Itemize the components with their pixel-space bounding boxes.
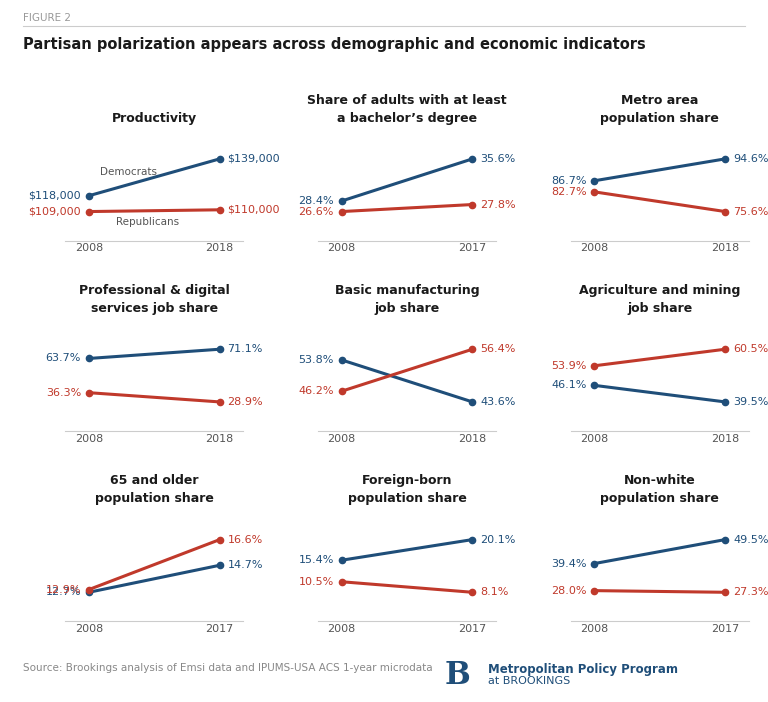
Title: Non-white
population share: Non-white population share (601, 475, 720, 505)
Text: Partisan polarization appears across demographic and economic indicators: Partisan polarization appears across dem… (23, 37, 646, 51)
Text: 16.6%: 16.6% (227, 535, 263, 545)
Text: 36.3%: 36.3% (46, 388, 81, 397)
Text: 28.9%: 28.9% (227, 397, 263, 407)
Text: $118,000: $118,000 (28, 191, 81, 201)
Text: 28.0%: 28.0% (551, 585, 587, 595)
Title: Professional & digital
services job share: Professional & digital services job shar… (79, 284, 230, 315)
Text: 35.6%: 35.6% (480, 154, 515, 164)
Title: Metro area
population share: Metro area population share (601, 93, 720, 124)
Title: Share of adults with at least
a bachelor’s degree: Share of adults with at least a bachelor… (307, 93, 507, 124)
Text: 15.4%: 15.4% (299, 555, 334, 565)
Text: Democrats: Democrats (100, 166, 157, 176)
Text: 75.6%: 75.6% (733, 206, 768, 216)
Text: 26.6%: 26.6% (299, 206, 334, 216)
Title: Basic manufacturing
job share: Basic manufacturing job share (335, 284, 479, 315)
Text: 82.7%: 82.7% (551, 187, 587, 197)
Text: $139,000: $139,000 (227, 154, 280, 164)
Text: 63.7%: 63.7% (45, 354, 81, 364)
Text: Republicans: Republicans (116, 217, 179, 227)
Text: at BROOKINGS: at BROOKINGS (488, 676, 570, 686)
Text: 10.5%: 10.5% (299, 577, 334, 587)
Text: 12.7%: 12.7% (45, 588, 81, 597)
Text: B: B (444, 660, 470, 691)
Text: Source: Brookings analysis of Emsi data and IPUMS-USA ACS 1-year microdata: Source: Brookings analysis of Emsi data … (23, 663, 432, 673)
Text: $110,000: $110,000 (227, 205, 280, 215)
Text: 27.3%: 27.3% (733, 588, 768, 597)
Text: $109,000: $109,000 (28, 206, 81, 216)
Text: 71.1%: 71.1% (227, 344, 263, 355)
Text: 28.4%: 28.4% (298, 196, 334, 206)
Title: 65 and older
population share: 65 and older population share (94, 475, 214, 505)
Text: 46.2%: 46.2% (298, 386, 334, 396)
Text: 39.5%: 39.5% (733, 397, 768, 407)
Text: 12.9%: 12.9% (45, 585, 81, 595)
Title: Foreign-born
population share: Foreign-born population share (348, 475, 466, 505)
Text: 14.7%: 14.7% (227, 560, 263, 570)
Text: 53.9%: 53.9% (551, 361, 587, 371)
Text: Metropolitan Policy Program: Metropolitan Policy Program (488, 663, 677, 675)
Text: 20.1%: 20.1% (480, 535, 515, 545)
Text: 86.7%: 86.7% (551, 176, 587, 186)
Text: 8.1%: 8.1% (480, 588, 508, 597)
Text: 53.8%: 53.8% (299, 355, 334, 365)
Text: 39.4%: 39.4% (551, 559, 587, 569)
Text: 49.5%: 49.5% (733, 535, 768, 545)
Text: 46.1%: 46.1% (551, 380, 587, 390)
Text: 43.6%: 43.6% (480, 397, 515, 407)
Text: 27.8%: 27.8% (480, 199, 516, 209)
Title: Productivity: Productivity (111, 112, 197, 124)
Text: FIGURE 2: FIGURE 2 (23, 13, 71, 22)
Title: Agriculture and mining
job share: Agriculture and mining job share (579, 284, 740, 315)
Text: 56.4%: 56.4% (480, 344, 515, 355)
Text: 94.6%: 94.6% (733, 154, 768, 164)
Text: 60.5%: 60.5% (733, 344, 768, 355)
